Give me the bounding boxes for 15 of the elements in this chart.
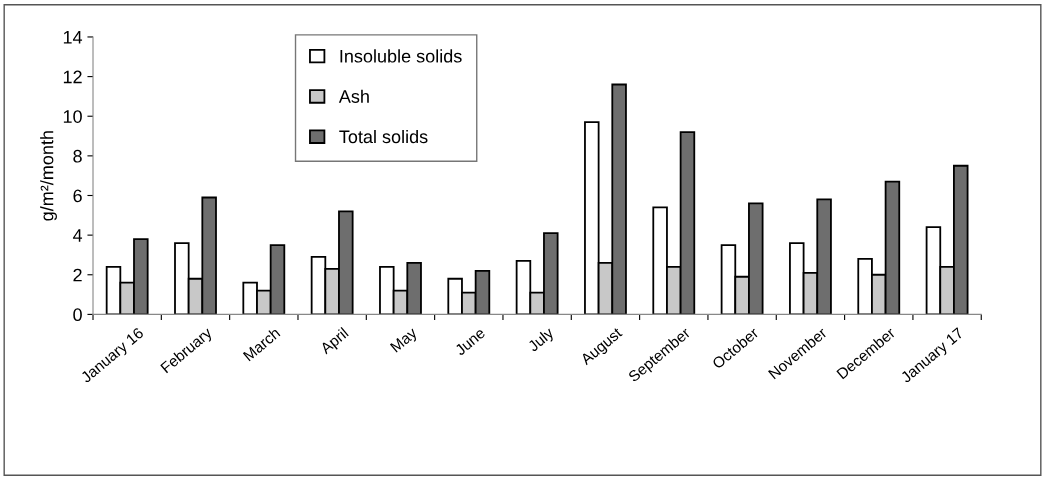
- y-tick-label: 2: [73, 268, 82, 282]
- legend-label: Total solids: [339, 129, 428, 144]
- legend-label: Ash: [338, 89, 369, 103]
- y-tick-label: 6: [73, 189, 82, 203]
- legend-label: Insoluble solids: [340, 49, 462, 63]
- y-tick-label: 14: [63, 31, 83, 44]
- y-tick-label: 0: [73, 308, 82, 322]
- x-tick-label: June: [454, 327, 486, 357]
- y-axis-title: g/m²/month: [40, 131, 57, 221]
- y-tick-label: 10: [63, 110, 82, 123]
- y-tick-label: 8: [73, 149, 82, 163]
- y-tick-label: 12: [63, 70, 82, 84]
- x-tick-label: May: [389, 326, 420, 355]
- x-tick-label: July: [526, 326, 557, 355]
- y-tick-label: 4: [72, 229, 83, 242]
